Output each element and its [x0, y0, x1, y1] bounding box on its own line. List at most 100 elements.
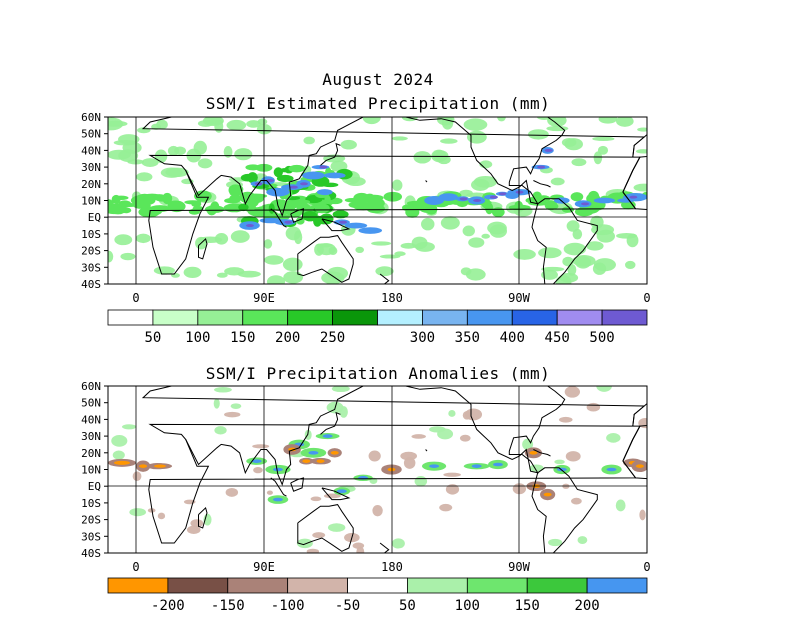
coastline	[321, 218, 351, 232]
precip-contour-cell	[439, 503, 453, 512]
precip-contour-cell	[362, 117, 381, 125]
precip-contour-cell	[468, 237, 485, 248]
colorbar-swatch	[377, 309, 423, 326]
precip-contour-cell	[214, 426, 227, 435]
precip-contour-cell	[216, 272, 228, 278]
coastline	[425, 180, 428, 183]
precip-contour-cell	[330, 451, 339, 455]
precip-contour-cell	[537, 195, 551, 202]
latitude-tick-label: 30S	[81, 530, 101, 543]
coastline	[425, 449, 428, 452]
precip-contour-cell	[322, 434, 333, 438]
precip-contour-cell	[606, 467, 617, 472]
precip-contour-cell	[282, 257, 303, 272]
precip-contour-cell	[352, 542, 365, 549]
latitude-tick-label: 20S	[81, 514, 101, 527]
precip-contour-cell	[322, 182, 339, 188]
precip-contour-cell	[563, 242, 587, 256]
precip-contour-cell	[339, 406, 348, 418]
precip-contour-cell	[135, 233, 151, 244]
precip-contour-cell	[401, 117, 418, 122]
precip-contour-cell	[543, 492, 552, 497]
colorbar-label: 50	[399, 598, 416, 614]
precip-contour-cell	[111, 434, 128, 447]
precip-contour-cell	[324, 195, 331, 206]
coastline	[531, 198, 598, 284]
precip-contour-cell	[296, 538, 313, 549]
precip-contour-cell	[537, 165, 546, 169]
precip-contour-cell	[567, 264, 577, 276]
precip-contour-cell	[230, 403, 242, 409]
precip-contour-cell	[284, 220, 293, 224]
precip-contour-cell	[438, 193, 458, 202]
precip-contour-cell	[108, 250, 114, 263]
coastline	[405, 117, 566, 205]
colorbar-swatch	[466, 309, 513, 326]
colorbar-label: 150	[230, 330, 255, 346]
precip-contour-cell	[198, 236, 223, 243]
anomaly-panel-title: SSM/I Precipitation Anomalies (mm)	[205, 364, 551, 383]
precip-contour-cell	[592, 136, 615, 142]
coastline	[533, 449, 551, 457]
precip-contour-cell	[326, 266, 349, 280]
coastline	[531, 467, 598, 553]
precip-contour-cell	[197, 158, 213, 169]
precip-contour-cell	[264, 255, 284, 265]
precip-contour-cell	[463, 118, 488, 131]
latitude-tick-label: 10N	[81, 195, 101, 208]
precip-contour-cell	[266, 490, 273, 495]
precip-contour-cell	[459, 197, 468, 201]
precip-contour-cell	[298, 199, 311, 204]
precip-contour-cell	[538, 247, 562, 259]
longitude-labels: 0 90E 180 90W 0	[132, 560, 650, 574]
precip-contour-cell	[223, 146, 233, 158]
precip-contour-cell	[546, 125, 569, 132]
colorbar-swatch	[287, 309, 333, 326]
precip-contour-cell	[120, 207, 132, 214]
precip-contour-cell	[513, 249, 536, 260]
precip-contour-cell	[481, 233, 490, 239]
precip-contour-cell	[120, 252, 136, 261]
precip-contour-cell	[421, 217, 435, 231]
precip-contour-cell	[491, 207, 505, 218]
latitude-tick-label: 40N	[81, 144, 101, 157]
latitude-labels: 60N 50N 40N 30N 20N 10N EQ 10S 20S 30S 40S	[81, 111, 108, 291]
precip-contour-cell	[615, 499, 626, 512]
precip-contour-cell	[331, 386, 350, 393]
colorbar-label: 500	[589, 330, 614, 346]
colorbar-label: 200	[574, 598, 599, 614]
latitude-tick-label: 10S	[81, 497, 101, 510]
precip-contour-cell	[575, 255, 592, 269]
precip-contour-cell	[303, 136, 315, 145]
colorbar-label: -50	[335, 598, 360, 614]
precip-contour-cell	[633, 183, 647, 192]
precip-contour-cell	[272, 467, 283, 472]
precip-contour-cell	[308, 451, 319, 455]
precip-contour-cell	[581, 202, 590, 206]
colorbar-swatch	[556, 309, 603, 326]
precip-contour-cell	[440, 216, 460, 230]
precip-contour-cell	[375, 266, 394, 277]
longitude-tick-label: 0	[643, 291, 650, 305]
precip-contour-cell	[157, 512, 166, 520]
precip-contour-cell	[593, 197, 616, 204]
coastline	[297, 235, 354, 283]
precip-contour-cell	[338, 220, 347, 224]
coastline	[270, 477, 287, 497]
precip-contour-cell	[635, 149, 647, 154]
precip-contour-cell	[554, 459, 565, 465]
longitude-tick-label: 90E	[253, 560, 275, 574]
precip-contour-cell	[570, 192, 584, 202]
precip-contour-cell	[489, 224, 507, 238]
precip-contour-cell	[462, 225, 475, 237]
precip-contour-cell	[247, 193, 264, 204]
latitude-tick-label: 30S	[81, 261, 101, 274]
coastline	[198, 237, 208, 260]
precip-contour-cell	[245, 224, 254, 228]
colorbar-swatch	[152, 309, 199, 326]
precip-contour-cell	[638, 418, 647, 429]
longitude-labels: 0 90E 180 90W 0	[132, 291, 650, 305]
latitude-tick-label: 30N	[81, 161, 101, 174]
coastline	[270, 208, 287, 228]
longitude-tick-label: 180	[381, 560, 403, 574]
